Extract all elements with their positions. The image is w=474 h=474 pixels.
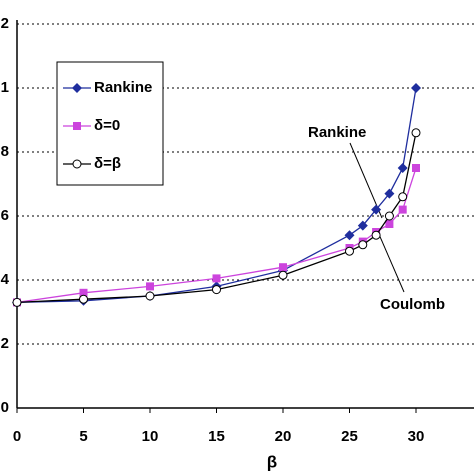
- legend-label: δ=0: [94, 117, 120, 134]
- marker: [398, 205, 407, 214]
- marker: [73, 122, 81, 130]
- y-tick-label: 0: [1, 399, 9, 416]
- marker: [344, 230, 355, 241]
- x-tick-label: 25: [341, 428, 358, 445]
- annotation: Coulomb: [380, 296, 445, 313]
- marker: [72, 159, 82, 169]
- marker: [397, 163, 408, 173]
- y-tick-label: 0.6: [0, 207, 9, 224]
- y-tick-label: 1: [1, 79, 9, 96]
- x-tick-label: 30: [408, 428, 425, 445]
- marker: [212, 274, 221, 283]
- x-tick-label: 0: [13, 428, 21, 445]
- marker: [278, 270, 288, 280]
- y-tick-label: 1.2: [0, 15, 9, 32]
- x-tick-label: 20: [275, 428, 292, 445]
- marker: [79, 294, 88, 304]
- x-tick-label: 10: [142, 428, 159, 445]
- y-tick-label: 0.8: [0, 143, 9, 160]
- marker: [411, 83, 421, 93]
- marker: [412, 164, 420, 172]
- marker: [345, 246, 354, 256]
- marker: [398, 192, 408, 202]
- annotation: Rankine: [308, 124, 366, 141]
- x-axis-label: β: [267, 452, 277, 471]
- x-tick-label: 15: [208, 428, 225, 445]
- y-tick-label: 0.4: [0, 271, 10, 288]
- legend-label: Rankine: [94, 79, 152, 96]
- marker: [384, 211, 394, 221]
- marker: [357, 220, 368, 231]
- marker: [385, 220, 394, 228]
- y-tick-label: 0.2: [0, 335, 9, 352]
- marker: [212, 285, 221, 295]
- marker: [79, 288, 88, 297]
- marker: [72, 83, 82, 93]
- marker: [371, 230, 381, 240]
- leader-line: [377, 231, 405, 293]
- marker: [279, 263, 287, 272]
- marker: [371, 204, 382, 215]
- legend-label: δ=β: [94, 155, 121, 172]
- x-tick-label: 5: [79, 428, 87, 445]
- marker: [145, 291, 155, 301]
- marker: [358, 240, 368, 250]
- marker: [146, 282, 154, 291]
- marker: [411, 128, 421, 138]
- marker: [12, 297, 22, 307]
- marker: [384, 188, 395, 199]
